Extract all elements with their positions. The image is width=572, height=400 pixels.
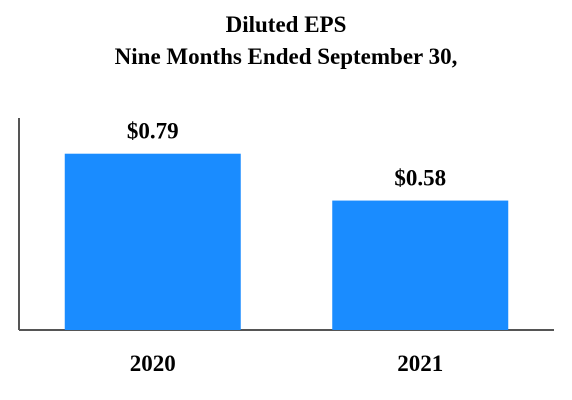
bar-2020 [64, 153, 241, 330]
labels-group: $0.79 2020 $0.58 2021 [127, 119, 446, 376]
x-tick-label-2020: 2020 [130, 351, 176, 376]
chart-title-line-2: Nine Months Ended September 30, [114, 44, 458, 69]
chart-title-line-1: Diluted EPS [225, 12, 347, 37]
x-tick-label-2021: 2021 [397, 351, 443, 376]
data-label-2020: $0.79 [127, 119, 179, 144]
bars-group [64, 153, 509, 330]
bar-2021 [332, 200, 509, 330]
data-label-2021: $0.58 [394, 166, 446, 191]
